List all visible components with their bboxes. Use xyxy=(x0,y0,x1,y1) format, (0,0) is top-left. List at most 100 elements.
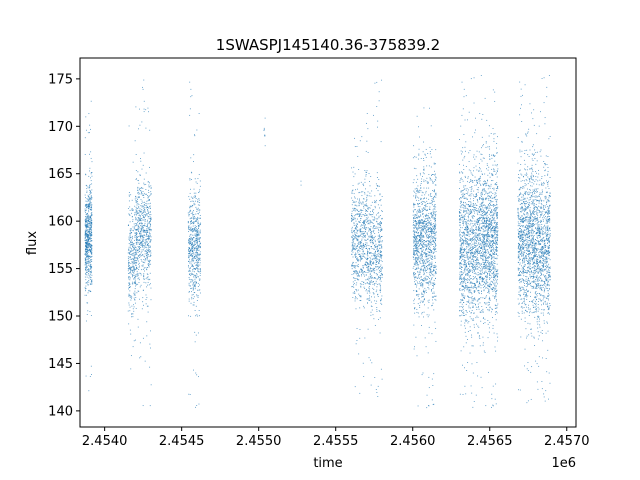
data-point xyxy=(197,265,199,267)
data-point xyxy=(196,374,198,376)
data-point xyxy=(434,178,436,180)
data-point xyxy=(143,249,144,251)
data-point xyxy=(362,237,364,239)
data-point xyxy=(425,156,427,158)
data-point xyxy=(190,287,192,289)
data-point xyxy=(189,248,190,249)
data-point xyxy=(472,223,474,225)
data-point xyxy=(413,227,415,229)
data-point xyxy=(470,270,472,272)
data-point xyxy=(139,232,141,234)
data-point xyxy=(142,236,144,238)
data-point xyxy=(379,311,381,312)
data-point xyxy=(137,200,138,202)
data-point xyxy=(423,289,425,291)
data-point xyxy=(353,207,355,209)
data-point xyxy=(413,195,415,197)
data-point xyxy=(129,228,131,230)
data-point xyxy=(87,226,89,228)
data-point xyxy=(196,232,198,234)
data-point xyxy=(361,258,362,260)
data-point xyxy=(369,276,371,277)
data-point xyxy=(143,219,145,221)
data-point xyxy=(198,174,200,176)
data-point xyxy=(87,259,89,261)
data-point xyxy=(88,219,90,221)
data-point xyxy=(419,281,420,283)
data-point xyxy=(192,260,194,262)
data-point xyxy=(357,211,359,213)
data-point xyxy=(429,252,431,253)
data-point xyxy=(420,279,422,281)
data-point xyxy=(470,209,471,210)
data-point xyxy=(360,219,362,221)
data-point xyxy=(477,244,479,246)
data-point xyxy=(194,229,196,231)
data-point xyxy=(195,277,197,279)
data-point xyxy=(475,222,477,224)
data-point xyxy=(149,245,151,247)
data-point xyxy=(374,233,376,235)
data-point xyxy=(376,185,378,186)
data-point xyxy=(377,266,379,268)
data-point xyxy=(137,192,138,194)
data-point xyxy=(139,298,140,300)
data-point xyxy=(130,240,132,242)
data-point xyxy=(418,148,420,150)
data-point xyxy=(428,252,430,254)
data-point xyxy=(463,164,464,166)
data-point xyxy=(423,107,425,109)
data-point xyxy=(140,243,142,245)
data-point xyxy=(372,262,374,264)
data-point xyxy=(194,331,196,333)
data-point xyxy=(480,194,482,196)
data-point xyxy=(360,214,362,216)
data-point xyxy=(356,271,358,273)
data-point xyxy=(418,222,419,224)
data-point xyxy=(380,278,381,280)
data-point xyxy=(90,229,92,231)
data-point xyxy=(140,284,142,286)
data-point xyxy=(425,192,427,194)
data-point xyxy=(190,238,192,240)
data-point xyxy=(431,179,433,181)
data-point xyxy=(354,137,356,139)
data-point xyxy=(191,279,193,281)
data-point xyxy=(462,196,463,198)
data-point xyxy=(149,207,151,209)
data-point xyxy=(475,227,477,229)
data-point xyxy=(87,226,89,228)
data-point xyxy=(420,232,422,234)
data-point xyxy=(148,238,150,240)
data-point xyxy=(143,247,145,249)
data-point xyxy=(90,202,92,204)
data-point xyxy=(425,241,427,243)
data-point xyxy=(129,243,131,245)
data-point xyxy=(132,210,134,212)
data-point xyxy=(142,244,144,246)
data-point xyxy=(189,242,191,244)
data-point xyxy=(466,252,468,254)
data-point xyxy=(366,254,368,256)
data-point xyxy=(89,279,91,280)
data-point xyxy=(189,192,191,194)
data-point xyxy=(421,249,423,251)
data-point xyxy=(376,278,378,280)
data-point xyxy=(417,215,419,217)
data-point xyxy=(191,253,193,255)
data-point xyxy=(473,290,475,292)
data-point xyxy=(90,196,92,198)
data-point xyxy=(130,297,132,299)
data-point xyxy=(197,209,199,211)
data-point xyxy=(378,318,380,320)
data-point xyxy=(417,158,419,160)
data-point xyxy=(89,256,91,258)
data-point xyxy=(418,298,420,300)
data-point xyxy=(192,270,194,272)
data-point xyxy=(468,204,469,205)
data-point xyxy=(373,267,375,269)
data-point xyxy=(144,243,146,245)
data-point xyxy=(146,267,148,268)
data-point xyxy=(475,317,477,319)
data-point xyxy=(421,239,423,241)
